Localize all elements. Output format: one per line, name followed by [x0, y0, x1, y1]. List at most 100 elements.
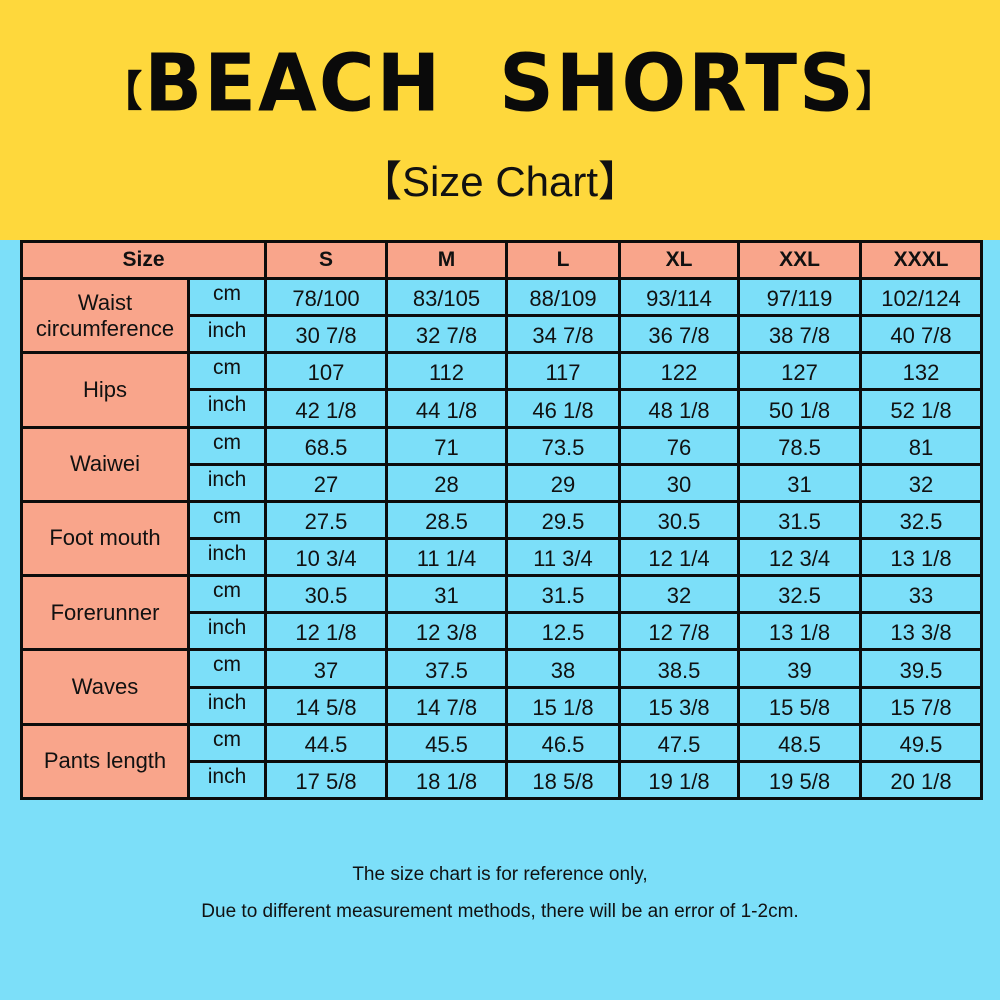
size-column-header: XL	[618, 240, 740, 280]
unit-label: cm	[187, 276, 267, 318]
size-column-header: L	[505, 240, 621, 280]
title-banner: 【BEACH SHORTS】 【Size Chart】	[0, 0, 1000, 240]
table-cell: 45.5	[385, 722, 508, 763]
table-cell: 30 7/8	[264, 314, 388, 355]
table-cell: 48 1/8	[618, 388, 740, 429]
table-cell: 20 1/8	[859, 759, 983, 801]
note-error: Due to different measurement methods, th…	[201, 901, 799, 922]
table-cell: 14 7/8	[385, 685, 508, 726]
table-row: Foot mouth cm 27.5 28.5 29.5 30.5 31.5 32.5	[20, 499, 983, 578]
table-row: inch 17 5/8 18 1/8 18 5/8 19 1/8 19 5/8 20 1/8	[22, 759, 983, 801]
table-cell: 50 1/8	[737, 388, 862, 429]
measurement-label: Hips	[20, 351, 190, 429]
table-row: Hips cm 107 112 117 122 127 132	[20, 351, 983, 429]
table-row: inch 10 3/4 11 1/4 11 3/4 12 1/4 12 3/4 13 1/8	[22, 536, 983, 578]
table-cell: 36 7/8	[618, 314, 740, 355]
unit-label: inch	[187, 536, 267, 578]
size-column-header: S	[264, 240, 388, 280]
title-text: BEACH SHORTS	[144, 35, 856, 130]
table-row: Forerunner cm 30.5 31 31.5 32 32.5 33	[20, 574, 983, 652]
bracket-left: 【	[102, 68, 145, 117]
table-row: inch 42 1/8 44 1/8 46 1/8 48 1/8 50 1/8 52 1/8	[22, 388, 983, 429]
table-cell: 47.5	[618, 722, 740, 763]
table-cell: 78/100	[264, 276, 388, 318]
table-cell: 27	[264, 462, 388, 503]
table-cell: 30.5	[618, 499, 740, 540]
table-row: Waiwei cm 68.5 71 73.5 76 78.5 81	[20, 425, 983, 503]
size-chart-table: Size S M L XL XXL XXXL Waist circumference cm 7…	[20, 240, 983, 801]
size-column-header: XXXL	[859, 240, 983, 280]
table-cell: 107	[264, 351, 388, 392]
table-cell: 81	[859, 425, 983, 466]
page-subtitle: 【Size Chart】	[359, 158, 641, 205]
table-cell: 42 1/8	[264, 388, 388, 429]
table-cell: 12 3/4	[737, 536, 862, 578]
table-cell: 12 7/8	[618, 611, 740, 652]
table-cell: 49.5	[859, 722, 983, 763]
table-cell: 10 3/4	[264, 536, 388, 578]
unit-label: inch	[187, 759, 267, 801]
table-cell: 19 1/8	[618, 759, 740, 801]
table-cell: 31	[737, 462, 862, 503]
table-row: Waves cm 37 37.5 38 38.5 39 39.5	[20, 648, 983, 726]
table-cell: 31.5	[737, 499, 862, 540]
table-cell: 18 1/8	[385, 759, 508, 801]
unit-label: cm	[187, 722, 267, 763]
note-reference: The size chart is for reference only,	[352, 864, 648, 885]
table-row: inch 30 7/8 32 7/8 34 7/8 36 7/8 38 7/8 40 7/8	[22, 314, 983, 355]
measurement-label: Waves	[20, 648, 190, 726]
measurement-label: Foot mouth	[20, 499, 190, 578]
table-cell: 32	[859, 462, 983, 503]
table-cell: 97/119	[737, 276, 862, 318]
unit-label: cm	[187, 351, 267, 392]
table-cell: 38	[505, 648, 621, 689]
measurement-label: Waiwei	[20, 425, 190, 503]
size-column-header: M	[385, 240, 508, 280]
table-cell: 34 7/8	[505, 314, 621, 355]
table-cell: 78.5	[737, 425, 862, 466]
table-cell: 117	[505, 351, 621, 392]
table-cell: 37	[264, 648, 388, 689]
table-cell: 32.5	[859, 499, 983, 540]
table-cell: 12 3/8	[385, 611, 508, 652]
table-cell: 40 7/8	[859, 314, 983, 355]
table-cell: 15 3/8	[618, 685, 740, 726]
unit-label: cm	[187, 499, 267, 540]
table-cell: 27.5	[264, 499, 388, 540]
table-cell: 30	[618, 462, 740, 503]
unit-label: inch	[187, 314, 267, 355]
table-cell: 30.5	[264, 574, 388, 615]
table-cell: 83/105	[385, 276, 508, 318]
size-column-header: XXL	[737, 240, 862, 280]
table-cell: 28	[385, 462, 508, 503]
table-cell: 32.5	[737, 574, 862, 615]
table-cell: 28.5	[385, 499, 508, 540]
table-cell: 71	[385, 425, 508, 466]
table-cell: 73.5	[505, 425, 621, 466]
table-cell: 44.5	[264, 722, 388, 763]
table-cell: 39	[737, 648, 862, 689]
table-cell: 14 5/8	[264, 685, 388, 726]
table-cell: 37.5	[385, 648, 508, 689]
table-cell: 32	[618, 574, 740, 615]
table-cell: 13 3/8	[859, 611, 983, 652]
table-cell: 122	[618, 351, 740, 392]
table-cell: 44 1/8	[385, 388, 508, 429]
table-cell: 31	[385, 574, 508, 615]
table-row: Pants length cm 44.5 45.5 46.5 47.5 48.5 49.5	[20, 722, 983, 801]
table-cell: 48.5	[737, 722, 862, 763]
table-cell: 102/124	[859, 276, 983, 318]
table-cell: 38.5	[618, 648, 740, 689]
table-cell: 46 1/8	[505, 388, 621, 429]
table-cell: 11 3/4	[505, 536, 621, 578]
table-cell: 68.5	[264, 425, 388, 466]
table-cell: 127	[737, 351, 862, 392]
table-cell: 15 7/8	[859, 685, 983, 726]
measurement-label: Forerunner	[20, 574, 190, 652]
unit-label: inch	[187, 685, 267, 726]
table-cell: 29.5	[505, 499, 621, 540]
table-cell: 31.5	[505, 574, 621, 615]
page-title: 【BEACH SHORTS】	[0, 36, 1000, 129]
table-row: inch 27 28 29 30 31 32	[22, 462, 983, 503]
unit-label: inch	[187, 462, 267, 503]
